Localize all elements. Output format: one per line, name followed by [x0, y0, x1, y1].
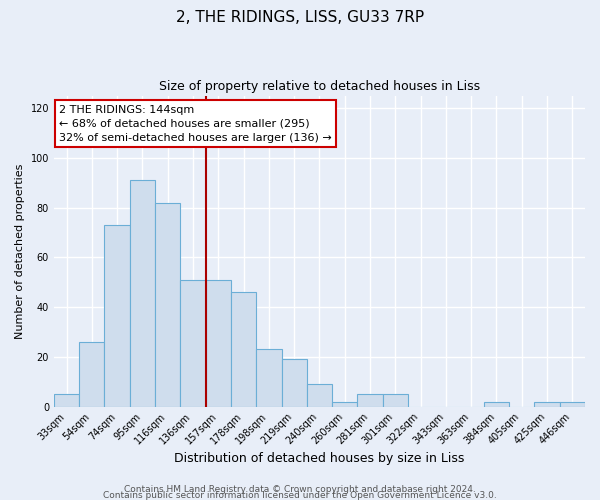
- Bar: [484, 402, 509, 406]
- Title: Size of property relative to detached houses in Liss: Size of property relative to detached ho…: [159, 80, 480, 93]
- Bar: [104, 225, 130, 406]
- Bar: [181, 280, 206, 406]
- X-axis label: Distribution of detached houses by size in Liss: Distribution of detached houses by size …: [174, 452, 464, 465]
- Bar: [358, 394, 383, 406]
- Bar: [560, 402, 585, 406]
- Bar: [535, 402, 560, 406]
- Bar: [79, 342, 104, 406]
- Bar: [383, 394, 408, 406]
- Text: Contains public sector information licensed under the Open Government Licence v3: Contains public sector information licen…: [103, 490, 497, 500]
- Y-axis label: Number of detached properties: Number of detached properties: [15, 164, 25, 339]
- Bar: [54, 394, 79, 406]
- Bar: [130, 180, 155, 406]
- Text: Contains HM Land Registry data © Crown copyright and database right 2024.: Contains HM Land Registry data © Crown c…: [124, 484, 476, 494]
- Text: 2, THE RIDINGS, LISS, GU33 7RP: 2, THE RIDINGS, LISS, GU33 7RP: [176, 10, 424, 25]
- Bar: [231, 292, 256, 406]
- Bar: [155, 202, 181, 406]
- Bar: [307, 384, 332, 406]
- Bar: [332, 402, 358, 406]
- Bar: [281, 360, 307, 406]
- Bar: [206, 280, 231, 406]
- Bar: [256, 350, 281, 406]
- Text: 2 THE RIDINGS: 144sqm
← 68% of detached houses are smaller (295)
32% of semi-det: 2 THE RIDINGS: 144sqm ← 68% of detached …: [59, 105, 332, 143]
